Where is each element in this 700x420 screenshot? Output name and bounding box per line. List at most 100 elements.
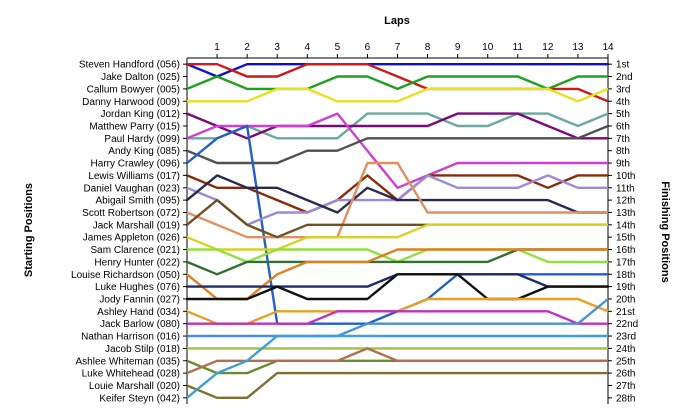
starting-label: Luke Whitehead (028) xyxy=(82,369,180,380)
finishing-label: 19th xyxy=(616,282,635,293)
starting-label: Jacob Stilp (018) xyxy=(105,344,180,355)
finishing-label: 7th xyxy=(616,134,630,145)
series-line xyxy=(185,273,610,301)
finishing-label: 2nd xyxy=(616,72,633,83)
x-tick-label: 4 xyxy=(305,42,311,53)
finishing-label: 25th xyxy=(616,356,635,367)
finishing-label: 9th xyxy=(616,159,630,170)
starting-label: Matthew Parry (015) xyxy=(89,121,180,132)
series-line xyxy=(185,62,610,78)
series-line xyxy=(185,75,610,91)
starting-label: Paul Hardy (099) xyxy=(104,134,180,145)
x-axis-ticks: 1 2 3 4 5 6 7 8 9 10 11 12 13 14 xyxy=(214,42,614,58)
starting-label: Luke Hughes (076) xyxy=(95,282,180,293)
starting-label: Louise Richardson (050) xyxy=(71,270,180,281)
series-line xyxy=(185,112,610,190)
series-line xyxy=(185,310,610,325)
x-tick-label: 3 xyxy=(274,42,280,53)
x-tick-label: 12 xyxy=(542,42,554,53)
series-line xyxy=(185,371,610,399)
series-line xyxy=(185,124,610,165)
series-line xyxy=(185,347,610,375)
series-line xyxy=(185,248,610,264)
finishing-label: 12th xyxy=(616,196,635,207)
finishing-label: 24th xyxy=(616,344,635,355)
x-tick-label: 10 xyxy=(482,42,494,53)
finishing-label: 20th xyxy=(616,294,635,305)
finishing-label: 13th xyxy=(616,208,635,219)
starting-label: Keifer Steyn (042) xyxy=(99,393,180,404)
finishing-label: 26th xyxy=(616,369,635,380)
series-line xyxy=(185,248,610,301)
finishing-label: 11th xyxy=(616,183,635,194)
series-line xyxy=(185,112,610,140)
starting-label: Danny Harwood (009) xyxy=(82,97,180,108)
x-tick-label: 14 xyxy=(602,42,614,53)
x-tick-label: 9 xyxy=(455,42,461,53)
finishing-label: 27th xyxy=(616,381,635,392)
finishing-label: 22nd xyxy=(616,319,638,330)
series-line xyxy=(185,297,610,338)
series-line xyxy=(185,174,610,214)
starting-label: Jack Barlow (080) xyxy=(100,319,180,330)
finishing-label: 21st xyxy=(616,307,635,318)
starting-label: Ashlee Whiteman (035) xyxy=(76,356,181,367)
starting-label: Ashley Hand (034) xyxy=(97,307,180,318)
finishing-label: 17th xyxy=(616,257,635,268)
series-line xyxy=(185,334,610,399)
starting-label: James Appleton (026) xyxy=(83,233,180,244)
series-line xyxy=(185,161,610,239)
series-line xyxy=(185,223,610,251)
starting-label: Jack Marshall (019) xyxy=(93,220,180,231)
finishing-position-labels: 1st2nd3rd4th5th6th7th8th9th10th11th12th1… xyxy=(608,60,638,404)
finishing-label: 6th xyxy=(616,121,630,132)
starting-position-labels: Steven Handford (056)Jake Dalton (025)Ca… xyxy=(71,60,187,404)
x-tick-label: 7 xyxy=(395,42,401,53)
finishing-label: 16th xyxy=(616,245,635,256)
starting-label: Nathan Harrison (016) xyxy=(81,332,180,343)
series-line xyxy=(185,198,610,239)
series-lines xyxy=(185,62,610,399)
starting-label: Henry Hunter (022) xyxy=(94,257,180,268)
x-tick-label: 5 xyxy=(335,42,341,53)
finishing-label: 23rd xyxy=(616,332,636,343)
finishing-label: 1st xyxy=(616,60,630,71)
x-tick-label: 13 xyxy=(572,42,584,53)
starting-label: Sam Clarence (021) xyxy=(91,245,180,256)
x-tick-label: 2 xyxy=(244,42,250,53)
starting-label: Scott Robertson (072) xyxy=(82,208,180,219)
starting-label: Andy King (085) xyxy=(108,146,180,157)
finishing-label: 14th xyxy=(616,220,635,231)
starting-label: Abigail Smith (095) xyxy=(96,196,180,207)
series-line xyxy=(185,359,610,375)
series-line xyxy=(185,273,610,288)
starting-label: Callum Bowyer (005) xyxy=(87,84,180,95)
starting-label: Jordan King (012) xyxy=(101,109,181,120)
starting-label: Steven Handford (056) xyxy=(79,60,180,71)
starting-label: Jody Fannin (027) xyxy=(99,294,180,305)
finishing-label: 15th xyxy=(616,233,635,244)
y-axis-label-left: Starting Positions xyxy=(23,183,35,277)
plot-area xyxy=(186,57,609,404)
starting-label: Louie Marshall (020) xyxy=(89,381,180,392)
starting-label: Harry Crawley (096) xyxy=(91,159,180,170)
finishing-label: 10th xyxy=(616,171,635,182)
starting-label: Jake Dalton (025) xyxy=(101,72,180,83)
finishing-label: 18th xyxy=(616,270,635,281)
y-axis-label-right: Finishing Positions xyxy=(659,181,671,282)
series-line xyxy=(185,62,610,103)
starting-label: Lewis Williams (017) xyxy=(88,171,180,182)
series-line xyxy=(185,112,610,140)
finishing-label: 28th xyxy=(616,393,635,404)
x-tick-label: 8 xyxy=(425,42,431,53)
series-line xyxy=(185,87,610,103)
x-tick-label: 11 xyxy=(513,42,524,53)
starting-label: Daniel Vaughan (023) xyxy=(83,183,180,194)
finishing-label: 5th xyxy=(616,109,630,120)
finishing-label: 3rd xyxy=(616,84,630,95)
x-tick-label: 6 xyxy=(365,42,371,53)
series-line xyxy=(185,174,610,214)
finishing-label: 8th xyxy=(616,146,630,157)
